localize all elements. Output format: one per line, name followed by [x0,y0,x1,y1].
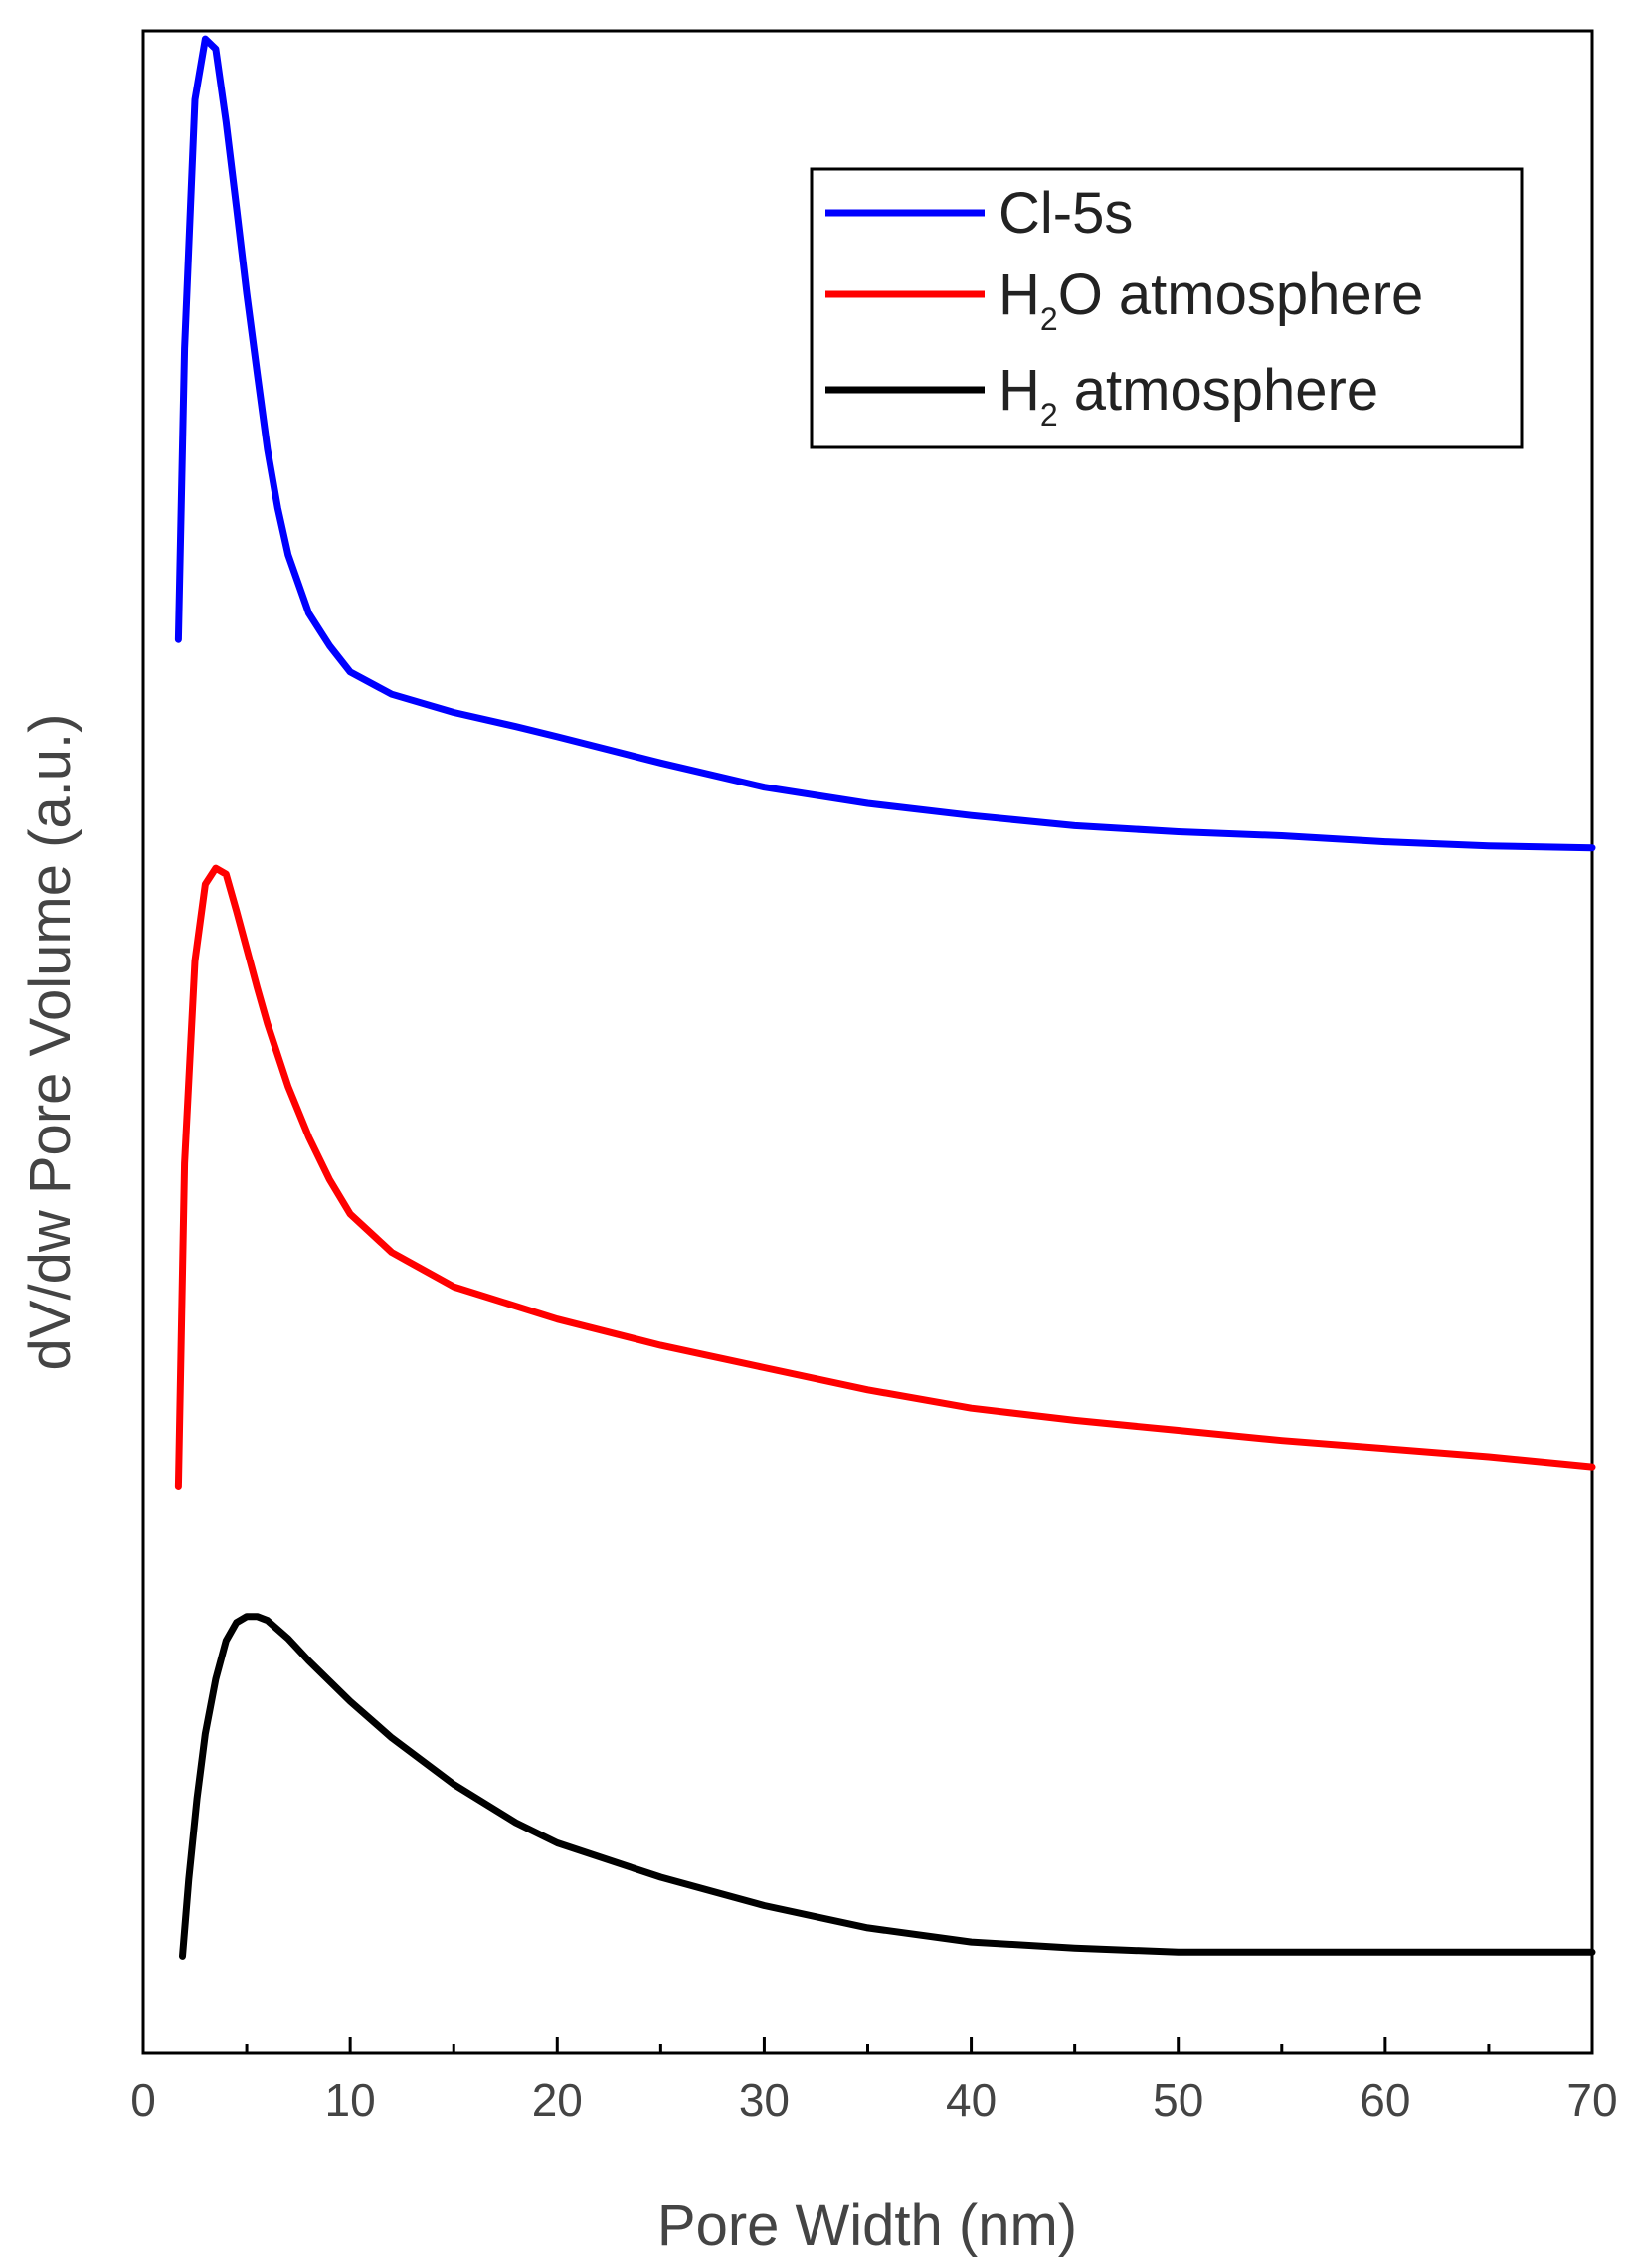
series-line [174,864,1596,1490]
x-tick-label: 60 [1360,2074,1410,2126]
x-tick-label: 30 [739,2074,790,2126]
x-tick-label: 70 [1566,2074,1617,2126]
series-line [179,1613,1596,1960]
legend-label: Cl-5s [999,181,1133,246]
x-tick-label: 0 [130,2074,156,2126]
legend-label: H2 atmosphere [999,358,1378,433]
x-tick-label: 50 [1153,2074,1203,2126]
x-axis-ticks [141,2037,1594,2053]
x-tick-label: 20 [532,2074,583,2126]
legend-entries: Cl-5s H2O atmosphere H2 atmosphere [825,181,1423,433]
x-axis-title: Pore Width (nm) [657,2193,1077,2258]
x-tick-label: 40 [946,2074,997,2126]
series-line [174,35,1596,852]
x-axis-tick-labels: 0 10 20 30 40 50 60 70 [130,2074,1617,2126]
series-lines [174,35,1596,1960]
y-axis-title: dV/dw Pore Volume (a.u.) [18,714,83,1371]
x-tick-label: 10 [325,2074,376,2126]
legend-label: H2O atmosphere [999,262,1423,337]
legend: Cl-5s H2O atmosphere H2 atmosphere [810,167,1524,449]
